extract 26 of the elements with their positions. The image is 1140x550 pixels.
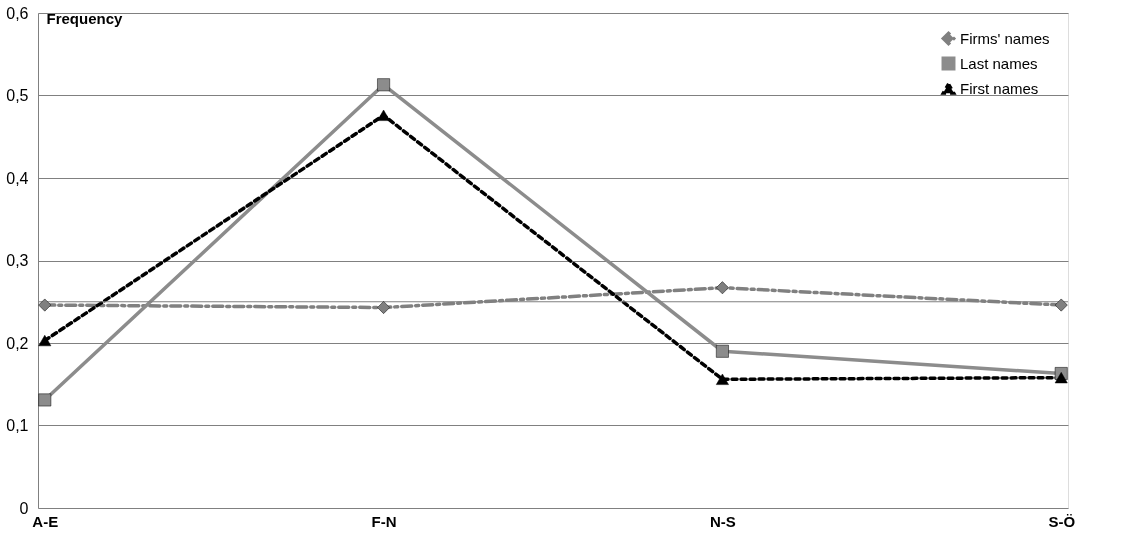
point — [38, 393, 52, 407]
point — [377, 78, 390, 92]
y-tick-label: 0,2 — [6, 334, 29, 352]
x-tick-label: S-Ö — [1048, 512, 1076, 530]
point — [38, 298, 52, 312]
x-tick-label: N-S — [709, 512, 736, 530]
point — [1054, 298, 1068, 312]
point — [1054, 372, 1068, 384]
y-tick-label: 0,3 — [6, 252, 29, 269]
x-tick-label: F-N — [371, 512, 397, 530]
y-tick-label: 0,6 — [6, 4, 29, 22]
point — [38, 334, 52, 347]
legend-label: Firms' names — [960, 29, 1050, 47]
x-tick-label: A-E — [32, 512, 59, 530]
y-tick-label: 0,4 — [6, 169, 29, 187]
y-tick-label: 0 — [19, 499, 29, 517]
point — [716, 344, 729, 358]
legend-label: Last names — [960, 54, 1038, 72]
point — [377, 109, 390, 121]
y-axis-title: Frequency — [46, 9, 124, 27]
point — [716, 373, 729, 385]
point — [377, 301, 390, 314]
legend-label: First names — [960, 79, 1039, 97]
y-tick-label: 0,5 — [6, 87, 29, 104]
point — [716, 281, 729, 295]
y-tick-label: 0,1 — [6, 417, 29, 434]
